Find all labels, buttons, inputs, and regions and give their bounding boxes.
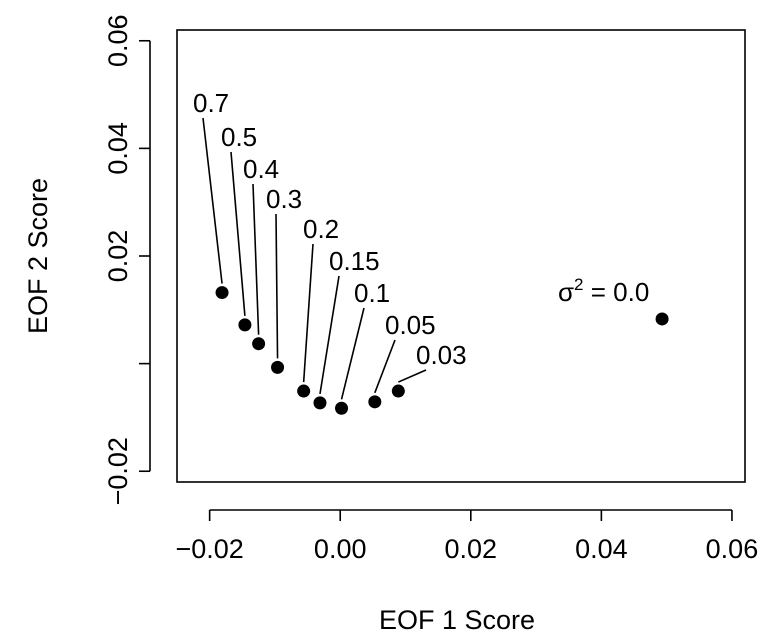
leader-line: [275, 213, 279, 359]
point-label: 0.4: [243, 154, 279, 184]
data-point: [655, 312, 669, 326]
leader-line: [398, 369, 427, 383]
data-point: [271, 360, 285, 374]
y-tick-label: 0.02: [103, 230, 133, 283]
y-tick-label: 0.06: [103, 14, 133, 67]
point-label: 0.15: [329, 246, 380, 276]
axes: −0.02 0.00 0.02 0.04 0.06 −0.02 0.02 0.04 0.06: [103, 14, 758, 564]
data-point: [215, 286, 229, 300]
leader-line: [374, 339, 396, 394]
sigma-value: = 0.0: [584, 277, 650, 307]
point-label: 0.1: [354, 278, 390, 308]
point-label: 0.03: [416, 340, 467, 370]
sigma-squared-annotation: σ2 = 0.0: [558, 275, 649, 307]
point-label: 0.5: [221, 122, 257, 152]
x-tick-label: 0.02: [445, 534, 498, 564]
y-axis-title: EOF 2 Score: [23, 178, 53, 334]
data-point: [238, 318, 252, 332]
point-label: 0.3: [266, 184, 302, 214]
x-tick-label: 0.00: [314, 534, 367, 564]
sigma-superscript: 2: [574, 275, 583, 294]
sigma-symbol: σ: [558, 277, 574, 307]
plot-frame: [176, 29, 746, 483]
y-tick-label: −0.02: [103, 437, 133, 505]
x-axis-title: EOF 1 Score: [379, 605, 535, 635]
data-point: [368, 395, 382, 409]
data-point: [313, 396, 327, 410]
leader-line: [202, 117, 223, 284]
point-label: 0.2: [303, 214, 339, 244]
x-tick-label: 0.04: [575, 534, 628, 564]
point-labels: 0.7 0.50.40.30.20.150.10.050.03: [193, 88, 467, 370]
leader-line: [252, 183, 260, 335]
data-point: [297, 384, 311, 398]
y-tick-label: 0.04: [103, 122, 133, 175]
leader-line: [230, 151, 246, 316]
point-label: 0.05: [385, 310, 436, 340]
data-points: [215, 286, 669, 415]
x-tick-label: 0.06: [706, 534, 759, 564]
data-point: [252, 337, 266, 351]
leader-line: [340, 307, 365, 400]
leader-line: [319, 275, 340, 395]
x-tick-label: −0.02: [175, 534, 243, 564]
leader-line: [302, 243, 314, 383]
data-point: [391, 384, 405, 398]
data-point: [335, 401, 349, 415]
leader-lines: [202, 117, 427, 400]
point-label: 0.7: [193, 88, 229, 118]
